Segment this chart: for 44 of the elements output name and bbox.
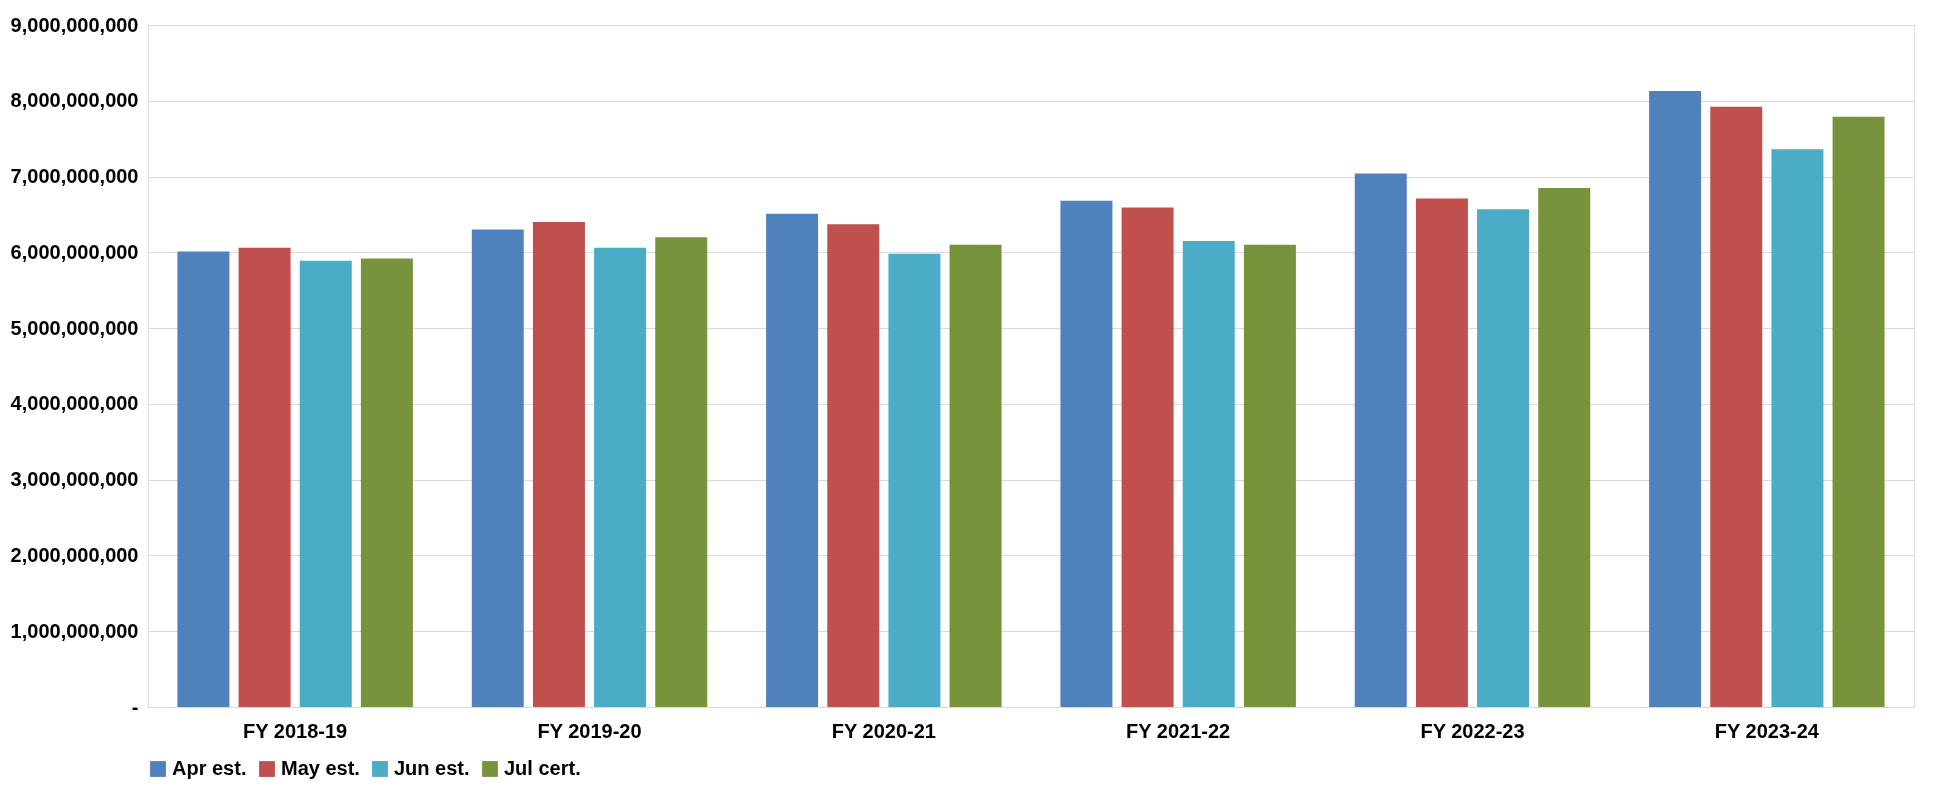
x-tick-label: FY 2023-24 (1714, 719, 1820, 742)
bar (1477, 209, 1530, 707)
legend-label: May est. (281, 757, 360, 779)
y-tick-label: 3,000,000,000 (10, 468, 139, 491)
bar (1121, 207, 1174, 707)
bar (238, 247, 291, 707)
y-tick-label: 7,000,000,000 (10, 165, 139, 188)
x-tick-label: FY 2021-22 (1126, 719, 1231, 742)
bar (1649, 90, 1702, 707)
y-tick-label: 6,000,000,000 (10, 240, 139, 263)
y-tick-label: 5,000,000,000 (10, 316, 139, 339)
bar (655, 237, 708, 707)
bar (949, 244, 1002, 707)
bar (532, 222, 585, 707)
bar (1538, 187, 1591, 707)
bar (360, 258, 413, 707)
bar (1710, 106, 1763, 707)
bar (1415, 198, 1468, 707)
bar (471, 229, 524, 707)
bar (1354, 173, 1407, 707)
bar (1060, 200, 1113, 707)
legend-label: Apr est. (172, 757, 247, 779)
x-tick-label: FY 2020-21 (831, 719, 936, 742)
legend-label: Jun est. (394, 757, 470, 779)
bar (1832, 116, 1885, 707)
y-tick-label: 4,000,000,000 (10, 392, 139, 415)
x-tick-label: FY 2022-23 (1420, 719, 1525, 742)
bar (888, 253, 941, 707)
bar (177, 251, 230, 707)
bar (1771, 149, 1824, 707)
bar (299, 260, 352, 707)
legend-label: Jul cert. (504, 757, 581, 779)
y-tick-label: 2,000,000,000 (10, 543, 139, 566)
y-tick-label: 1,000,000,000 (10, 619, 139, 642)
y-tick-label: - (131, 695, 139, 718)
y-tick-label: 9,000,000,000 (10, 13, 139, 36)
x-tick-label: FY 2018-19 (243, 719, 348, 742)
bar (594, 247, 647, 707)
y-tick-label: 8,000,000,000 (10, 89, 139, 112)
bar (1243, 244, 1296, 707)
bar (827, 224, 880, 707)
bar (766, 213, 819, 707)
bar (1182, 240, 1235, 707)
x-tick-label: FY 2019-20 (537, 719, 642, 742)
